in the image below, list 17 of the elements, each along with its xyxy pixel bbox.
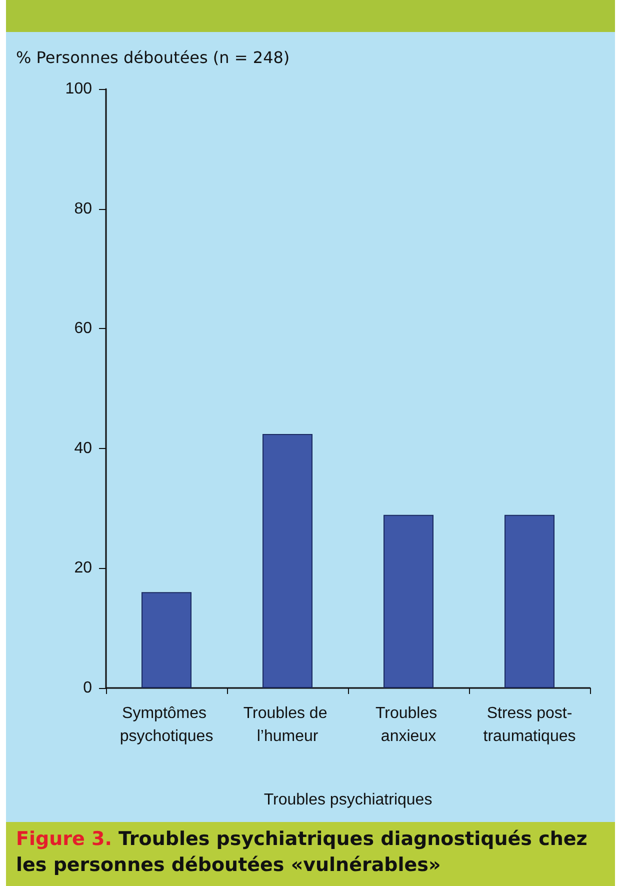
text: Figure 3. Troubles psychiatriques diagnostiqués chez les personnes déboutées «vulnérables» [6,822,615,886]
x-axis-title: Troubles psychiatriques [264,792,432,808]
x-tick-label: Troubles anxieux [375,705,442,745]
x-tick-label: Stress post-traumatiques [483,705,576,745]
bar [142,592,192,688]
bar [504,514,554,688]
y-axis-title: % Personnes déboutées (n = 248) [16,48,290,67]
x-tick-label: Troubles de l’humeur [243,705,332,745]
bar [384,514,434,688]
y-tick-label: 40 [74,440,92,457]
bar [262,434,312,688]
y-tick-label: 20 [74,560,92,577]
y-tick-label: 80 [74,200,92,218]
x-tick-label: Symptômes psychotiques [120,705,214,745]
y-tick-label: 0 [83,680,92,696]
y-tick-label: 100 [65,80,92,98]
y-tick-label: 60 [74,320,92,338]
